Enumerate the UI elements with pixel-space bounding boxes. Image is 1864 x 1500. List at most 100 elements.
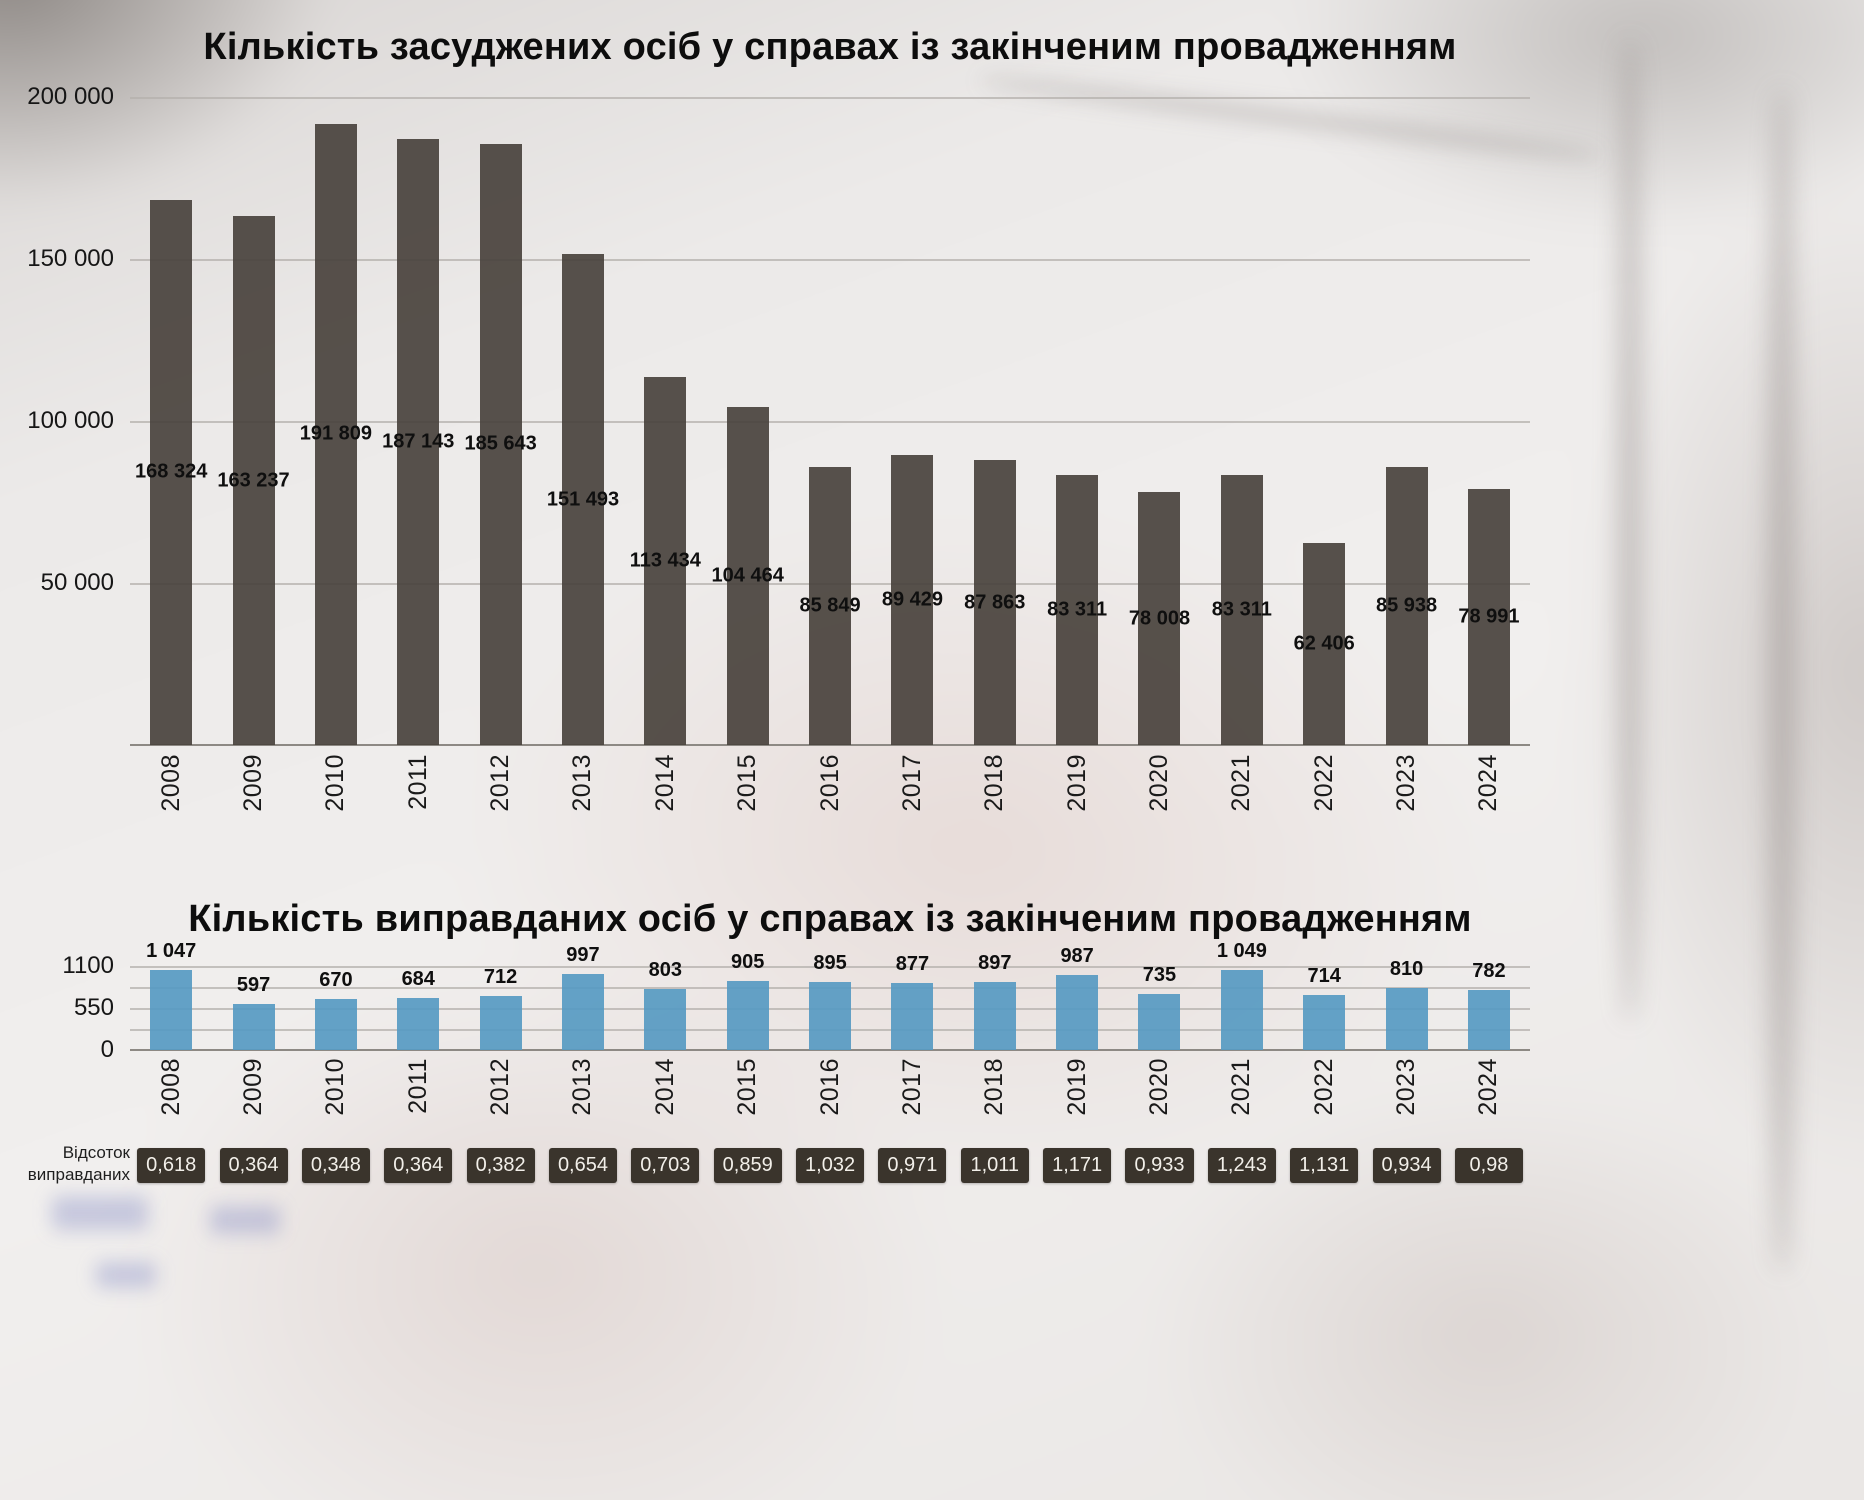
percent-badge-slot: 0,933 bbox=[1118, 1148, 1200, 1183]
bar bbox=[809, 981, 852, 1050]
year-label-text: 2011 bbox=[403, 754, 432, 810]
bar bbox=[973, 460, 1016, 745]
bar bbox=[1138, 492, 1181, 745]
convicted-y-axis-labels: 200 000 150 000 100 000 50 000 bbox=[0, 83, 114, 745]
bar bbox=[973, 981, 1016, 1050]
convicted-x-axis-labels: 2008 2009 2010 2011 2012 2013 2014 2015 2016 2017… bbox=[130, 754, 1530, 849]
y-tick-label: 0 bbox=[100, 1036, 114, 1063]
year-label: 2015 bbox=[707, 754, 789, 849]
bar bbox=[1220, 475, 1263, 745]
bar-slot: 905 bbox=[707, 951, 789, 1050]
year-label: 2024 bbox=[1448, 754, 1530, 849]
bar bbox=[726, 980, 769, 1050]
background-flowerbox bbox=[210, 1206, 280, 1234]
year-label: 2018 bbox=[954, 1058, 1036, 1148]
percent-badge: 0,348 bbox=[301, 1148, 370, 1183]
year-label-text: 2017 bbox=[897, 1058, 926, 1116]
bar-slot: 735 bbox=[1118, 963, 1200, 1050]
bar bbox=[809, 466, 852, 745]
year-label: 2021 bbox=[1201, 1058, 1283, 1148]
percent-badge-slot: 0,98 bbox=[1448, 1148, 1530, 1183]
bar-value-label: 89 429 bbox=[881, 588, 943, 611]
percent-badge-slot: 0,364 bbox=[212, 1148, 294, 1183]
year-label-text: 2016 bbox=[815, 754, 844, 812]
bar bbox=[644, 988, 687, 1050]
bar-slot: 87 863 bbox=[954, 97, 1036, 745]
year-label: 2022 bbox=[1283, 754, 1365, 849]
bar-value-label: 597 bbox=[236, 974, 271, 997]
convicted-plot-area: 168 324 163 237 191 809 187 143 185 643 151 4… bbox=[130, 97, 1530, 746]
year-label: 2013 bbox=[542, 1058, 624, 1148]
percent-row-label-line2: виправданих bbox=[27, 1165, 130, 1185]
bar-slot: 83 311 bbox=[1036, 97, 1118, 745]
bar-value-label: 735 bbox=[1142, 963, 1177, 986]
percent-badge-slot: 1,171 bbox=[1036, 1148, 1118, 1183]
bar-slot: 187 143 bbox=[377, 97, 459, 745]
bar bbox=[1385, 466, 1428, 745]
year-label-text: 2022 bbox=[1309, 1058, 1338, 1116]
bar bbox=[561, 254, 604, 745]
bar-slot: 782 bbox=[1448, 960, 1530, 1050]
bar-value-label: 187 143 bbox=[382, 430, 455, 453]
percent-badge-slot: 0,654 bbox=[542, 1148, 624, 1183]
year-label: 2015 bbox=[707, 1058, 789, 1148]
year-label-text: 2024 bbox=[1474, 754, 1503, 812]
bar bbox=[1303, 542, 1346, 745]
bar-value-label: 684 bbox=[401, 967, 435, 990]
year-label: 2024 bbox=[1448, 1058, 1530, 1148]
convicted-bars: 168 324 163 237 191 809 187 143 185 643 151 4… bbox=[130, 97, 1530, 745]
y-tick-label: 100 000 bbox=[27, 407, 114, 434]
bar-value-label: 810 bbox=[1389, 958, 1424, 981]
bar-value-label: 151 493 bbox=[546, 488, 620, 511]
bar bbox=[644, 377, 687, 745]
percent-badge: 0,364 bbox=[219, 1148, 288, 1183]
bar-slot: 78 991 bbox=[1448, 97, 1530, 745]
year-label-text: 2018 bbox=[980, 754, 1009, 812]
bar bbox=[397, 997, 440, 1050]
year-label-text: 2012 bbox=[486, 1058, 515, 1116]
year-label-text: 2024 bbox=[1474, 1058, 1503, 1116]
bar-value-label: 87 863 bbox=[964, 591, 1026, 614]
bar-slot: 897 bbox=[954, 952, 1036, 1050]
bar bbox=[232, 216, 275, 745]
acquitted-bars: 1 047 597 670 684 712 997 803 905 895 877 897 987 73… bbox=[130, 940, 1530, 1050]
bar-value-label: 803 bbox=[648, 958, 683, 981]
percent-badge: 0,654 bbox=[548, 1148, 617, 1183]
year-label-text: 2010 bbox=[321, 754, 350, 812]
percent-badge: 0,618 bbox=[137, 1148, 206, 1183]
year-label: 2017 bbox=[871, 1058, 953, 1148]
year-label: 2021 bbox=[1201, 754, 1283, 849]
percent-badge-slot: 1,011 bbox=[954, 1148, 1036, 1183]
percent-row-label-line1: Відсоток bbox=[62, 1143, 130, 1162]
percent-badge-slot: 1,243 bbox=[1201, 1148, 1283, 1183]
year-label: 2008 bbox=[130, 1058, 212, 1148]
year-label-text: 2009 bbox=[239, 754, 268, 812]
bar-slot: 877 bbox=[871, 953, 953, 1050]
acquitted-x-axis-labels: 2008 2009 2010 2011 2012 2013 2014 2015 2016 2017… bbox=[130, 1058, 1530, 1148]
y-tick-label: 200 000 bbox=[27, 83, 114, 110]
acquitted-x-axis-line bbox=[130, 1049, 1530, 1051]
percent-badge: 1,171 bbox=[1043, 1148, 1112, 1183]
bar bbox=[561, 973, 604, 1050]
bar-slot: 113 434 bbox=[624, 97, 706, 745]
bar-value-label: 895 bbox=[813, 951, 847, 974]
percent-badge-slot: 0,364 bbox=[377, 1148, 459, 1183]
percent-badge: 0,382 bbox=[466, 1148, 535, 1183]
year-label-text: 2019 bbox=[1062, 754, 1091, 812]
year-label-text: 2021 bbox=[1227, 754, 1256, 812]
bar bbox=[1303, 995, 1346, 1050]
percent-badge-slot: 0,348 bbox=[295, 1148, 377, 1183]
year-label: 2018 bbox=[954, 754, 1036, 849]
bar-value-label: 85 938 bbox=[1375, 594, 1438, 617]
year-label: 2012 bbox=[459, 1058, 541, 1148]
year-label: 2020 bbox=[1118, 754, 1200, 849]
percent-badge-slot: 0,971 bbox=[871, 1148, 953, 1183]
year-label-text: 2013 bbox=[568, 754, 597, 812]
bar-slot: 185 643 bbox=[459, 97, 541, 745]
bar bbox=[150, 970, 193, 1050]
bar bbox=[314, 998, 357, 1050]
bar-value-label: 163 237 bbox=[217, 469, 290, 492]
bar bbox=[479, 143, 522, 745]
year-label: 2009 bbox=[212, 754, 294, 849]
